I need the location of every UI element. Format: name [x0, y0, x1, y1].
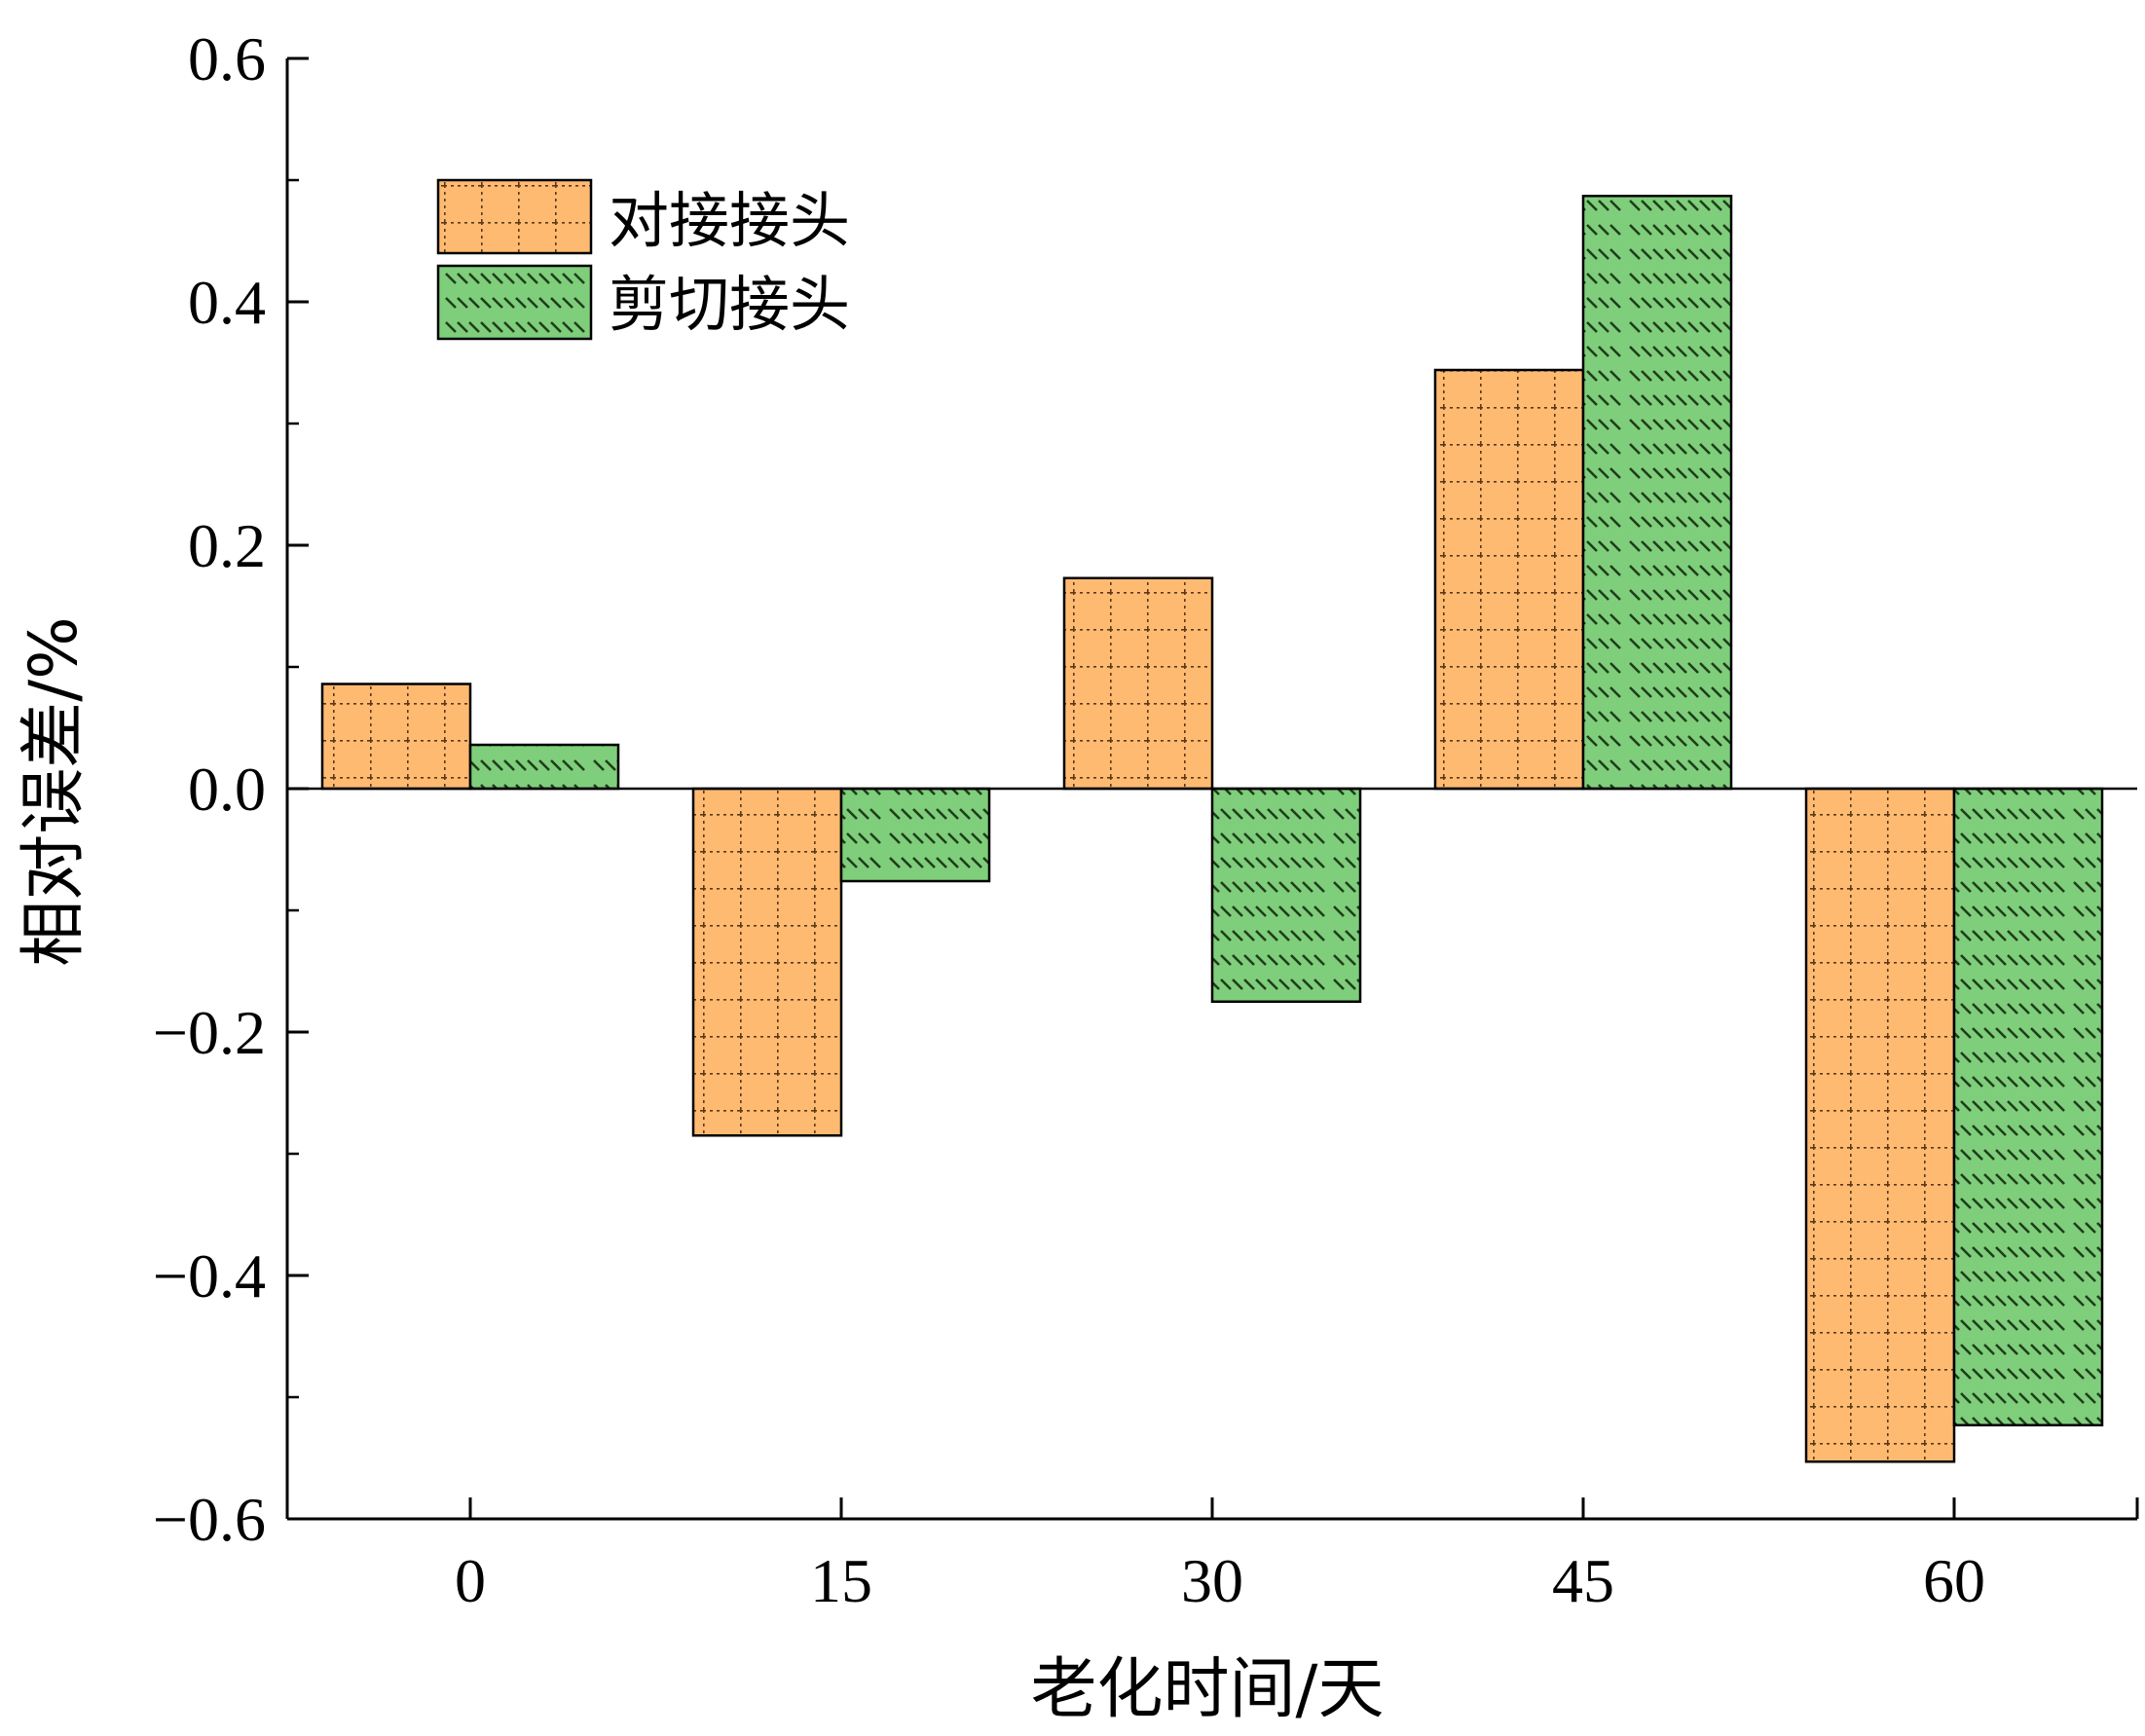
- y-tick-label: 0.4: [188, 268, 266, 337]
- y-tick-label: 0.0: [188, 755, 266, 824]
- y-tick-label: −0.6: [153, 1485, 266, 1554]
- y-axis-title: 相对误差/%: [16, 616, 92, 967]
- bar-shear-joint-45: [1581, 195, 1733, 791]
- bar-butt-joint-0: [320, 683, 472, 791]
- bar-shear-joint-0: [468, 743, 620, 791]
- legend-label-shear-joint: 剪切接头: [609, 269, 850, 340]
- x-tick-label: 30: [1181, 1546, 1243, 1615]
- x-tick-label: 15: [810, 1546, 872, 1615]
- bar-shear-joint-30: [1210, 787, 1362, 1003]
- bar-shear-joint-60: [1952, 787, 2104, 1426]
- bar-butt-joint-45: [1433, 368, 1585, 791]
- legend-swatch-butt-joint: [436, 178, 593, 255]
- legend-swatch-shear-joint: [436, 264, 593, 341]
- bar-butt-joint-30: [1062, 576, 1214, 791]
- y-tick-label: −0.2: [153, 998, 266, 1067]
- bars-layer: [320, 195, 2104, 1463]
- x-axis-title: 老化时间/天: [1031, 1651, 1385, 1728]
- legend-label-butt-joint: 对接接头: [609, 185, 850, 256]
- axes-layer: [285, 56, 2139, 1521]
- y-tick-label: 0.2: [188, 511, 266, 580]
- labels-layer: 0.6 0.4 0.2 0.0 −0.2 −0.4 −0.6 0 15 30 45 60: [153, 24, 1985, 1615]
- x-tick-label: 60: [1923, 1546, 1985, 1615]
- y-tick-label: 0.6: [188, 24, 266, 93]
- legend: 对接接头 剪切接头: [436, 178, 850, 341]
- y-tick-label: −0.4: [153, 1241, 266, 1311]
- bar-butt-joint-15: [691, 787, 843, 1137]
- bar-butt-joint-60: [1804, 787, 1956, 1463]
- x-tick-label: 0: [455, 1546, 486, 1615]
- bar-shear-joint-15: [839, 787, 991, 883]
- x-tick-label: 45: [1552, 1546, 1614, 1615]
